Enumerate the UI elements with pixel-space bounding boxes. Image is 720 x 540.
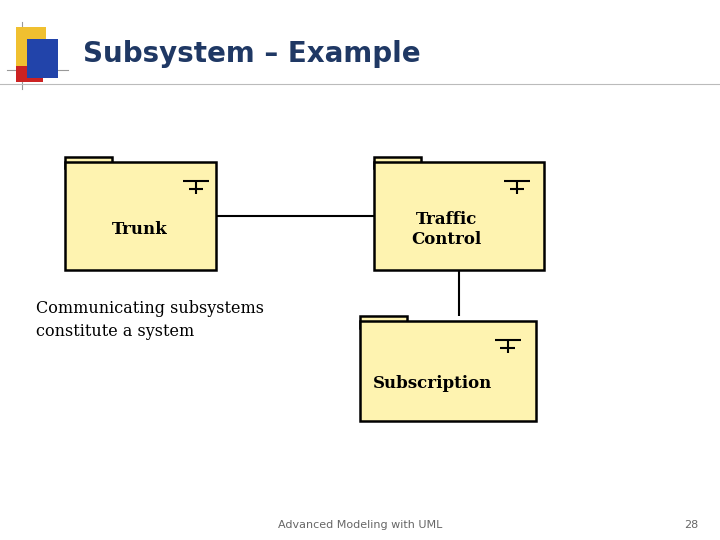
Bar [16, 27, 46, 66]
Text: Communicating subsystems
constitute a system: Communicating subsystems constitute a sy… [36, 300, 264, 340]
Text: Advanced Modeling with UML: Advanced Modeling with UML [278, 520, 442, 530]
Bar [65, 157, 112, 168]
Text: Subscription: Subscription [372, 375, 492, 392]
Text: Subsystem – Example: Subsystem – Example [83, 40, 420, 68]
Bar [65, 162, 216, 270]
Bar [360, 316, 407, 328]
Bar [27, 39, 58, 78]
Text: Traffic
Control: Traffic Control [411, 211, 482, 248]
Text: 28: 28 [684, 520, 698, 530]
Bar [360, 321, 536, 421]
Text: Trunk: Trunk [112, 221, 167, 238]
Bar [374, 162, 544, 270]
Bar [374, 157, 421, 168]
Bar [16, 49, 43, 82]
